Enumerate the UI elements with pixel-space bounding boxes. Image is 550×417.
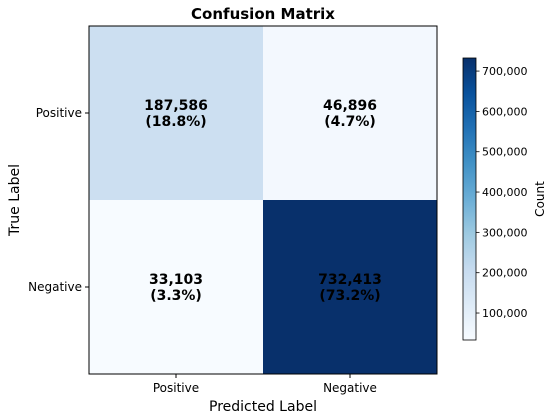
colorbar-tick-label-2: 300,000: [482, 226, 528, 239]
cell-labels: 187,586 (18.8%) 46,896 (4.7%) 33,103 (3.3%) 73…: [144, 98, 382, 304]
cell-label-1-1: 732,413 (73.2%): [318, 272, 382, 304]
cell-count-0-0: 187,586: [144, 98, 208, 114]
cell-percent-1-1: (73.2%): [319, 288, 380, 304]
colorbar-tick-label-0: 100,000: [482, 307, 528, 320]
cell-percent-1-0: (3.3%): [150, 288, 202, 304]
y-axis-label: True Label: [7, 164, 23, 237]
plot-frame: [88, 25, 438, 375]
cell-count-1-1: 732,413: [318, 272, 382, 288]
colorbar: [462, 57, 477, 341]
colorbar-tick-label-5: 600,000: [482, 105, 528, 118]
x-tick-label-1: Negative: [323, 381, 377, 395]
x-tick-label-0: Positive: [153, 381, 199, 395]
cell-label-0-1: 46,896 (4.7%): [323, 98, 377, 130]
y-tick-label-1: Negative: [28, 280, 82, 294]
colorbar-label: Count: [533, 181, 547, 217]
y-ticks: Positive Negative: [28, 106, 89, 294]
cell-1-0: [89, 200, 263, 374]
cell-percent-0-1: (4.7%): [324, 114, 376, 130]
chart-title: Confusion Matrix: [191, 5, 335, 23]
x-ticks: Positive Negative: [153, 374, 377, 395]
colorbar-tick-label-6: 700,000: [482, 65, 528, 78]
cell-label-1-0: 33,103 (3.3%): [149, 272, 203, 304]
colorbar-ticks: 100,000 200,000 300,000 400,000 500,000 600,0…: [476, 65, 528, 320]
y-tick-label-0: Positive: [36, 106, 82, 120]
colorbar-tick-label-1: 200,000: [482, 267, 528, 280]
cell-0-1: [263, 26, 437, 200]
cell-count-1-0: 33,103: [149, 272, 203, 288]
colorbar-tick-label-4: 500,000: [482, 146, 528, 159]
cell-percent-0-0: (18.8%): [145, 114, 206, 130]
cell-0-0: [89, 26, 263, 200]
cell-label-0-0: 187,586 (18.8%): [144, 98, 208, 130]
heatmap-cells: [89, 26, 437, 374]
colorbar-tick-label-3: 400,000: [482, 186, 528, 199]
x-axis-label: Predicted Label: [209, 399, 317, 415]
cell-1-1: [263, 200, 437, 374]
cell-count-0-1: 46,896: [323, 98, 377, 114]
